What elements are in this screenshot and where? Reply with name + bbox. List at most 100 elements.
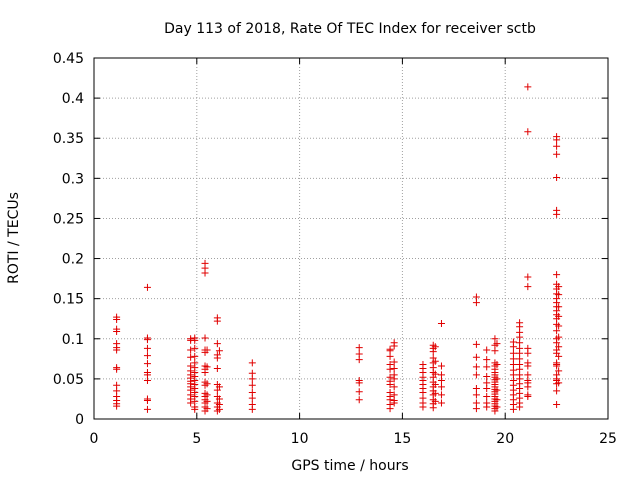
data-point <box>248 405 256 413</box>
data-point <box>472 405 480 413</box>
data-point <box>472 353 480 361</box>
data-point <box>143 397 151 405</box>
data-point <box>390 358 398 366</box>
data-point <box>143 352 151 360</box>
data-point <box>213 364 221 372</box>
data-point <box>355 379 363 387</box>
data-point <box>191 352 199 360</box>
data-point <box>248 375 256 383</box>
x-tick-label: 10 <box>291 431 309 447</box>
data-point <box>483 363 491 371</box>
data-point <box>187 399 195 407</box>
data-point <box>113 402 121 410</box>
data-point <box>472 391 480 399</box>
data-point <box>493 375 501 383</box>
y-tick-label: 0.15 <box>53 292 84 308</box>
data-point <box>203 391 211 399</box>
data-point <box>248 359 256 367</box>
data-point <box>483 385 491 393</box>
data-point <box>437 383 445 391</box>
data-point <box>553 362 561 370</box>
data-point <box>437 362 445 370</box>
data-point <box>386 405 394 413</box>
data-point <box>215 383 223 391</box>
plot-frame <box>93 57 609 420</box>
data-point <box>553 210 561 218</box>
data-point <box>553 150 561 158</box>
y-tick-label: 0 <box>75 412 84 428</box>
data-point <box>553 339 561 347</box>
data-point <box>472 340 480 348</box>
data-point <box>113 365 121 373</box>
data-point <box>187 346 195 354</box>
data-point <box>203 380 211 388</box>
data-point <box>431 381 439 389</box>
data-point <box>213 317 221 325</box>
data-point <box>553 401 561 409</box>
data-point <box>555 303 563 311</box>
data-point <box>390 399 398 407</box>
data-point <box>386 381 394 389</box>
data-point <box>113 328 121 336</box>
data-point <box>390 383 398 391</box>
data-point <box>143 336 151 344</box>
data-point <box>191 344 199 352</box>
data-point <box>524 273 532 281</box>
data-point <box>213 354 221 362</box>
data-point <box>419 403 427 411</box>
data-point <box>553 387 561 395</box>
x-tick-label: 20 <box>496 431 514 447</box>
data-point <box>143 360 151 368</box>
data-point <box>355 344 363 352</box>
data-point <box>213 340 221 348</box>
data-point <box>431 343 439 351</box>
data-point <box>472 299 480 307</box>
data-point <box>203 397 211 405</box>
data-point <box>555 312 563 320</box>
data-point <box>390 375 398 383</box>
y-tick-label: 0.05 <box>53 372 84 388</box>
data-point <box>437 391 445 399</box>
data-point <box>524 128 532 136</box>
data-point <box>191 336 199 344</box>
data-point <box>143 283 151 291</box>
data-point <box>355 388 363 396</box>
data-point <box>248 381 256 389</box>
y-tick-label: 0.2 <box>62 252 84 268</box>
data-point <box>491 347 499 355</box>
data-point <box>355 356 363 364</box>
data-point <box>555 367 563 375</box>
data-point <box>524 83 532 91</box>
data-point <box>201 334 209 342</box>
data-point <box>390 364 398 372</box>
data-point <box>437 376 445 384</box>
data-point <box>201 368 209 376</box>
y-tick-label: 0.25 <box>53 211 84 227</box>
data-point <box>201 269 209 277</box>
data-point <box>437 399 445 407</box>
data-point <box>524 383 532 391</box>
data-point <box>483 356 491 364</box>
data-point <box>493 396 501 404</box>
data-point <box>472 363 480 371</box>
data-point <box>483 403 491 411</box>
data-point <box>555 283 563 291</box>
data-point <box>472 385 480 393</box>
data-point <box>555 322 563 330</box>
data-point <box>431 370 439 378</box>
chart-title: Day 113 of 2018, Rate Of TEC Index for r… <box>164 21 536 37</box>
data-point <box>431 357 439 365</box>
y-tick-label: 0.3 <box>62 171 84 187</box>
data-point <box>493 340 501 348</box>
data-point <box>483 372 491 380</box>
data-point <box>555 343 563 351</box>
data-point <box>113 346 121 354</box>
data-point <box>203 405 211 413</box>
data-point <box>215 347 223 355</box>
data-point <box>429 404 437 412</box>
y-tick-label: 0.45 <box>53 51 84 67</box>
data-point <box>143 405 151 413</box>
data-point <box>483 393 491 401</box>
data-point <box>553 174 561 182</box>
